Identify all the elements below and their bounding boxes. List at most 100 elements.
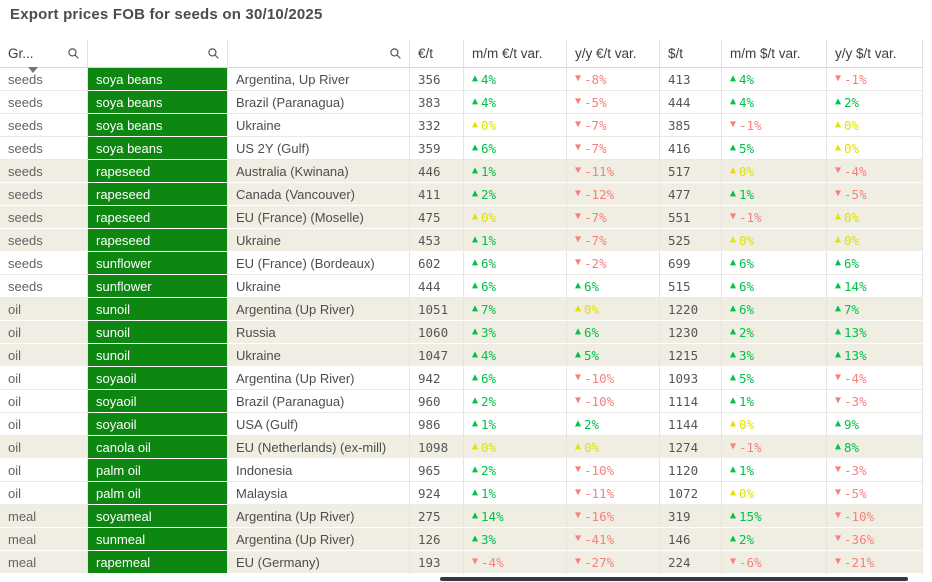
origin-cell[interactable]: Argentina (Up River) — [228, 505, 410, 528]
header-usd[interactable]: $/t — [660, 40, 722, 68]
header-group[interactable]: Gr... — [0, 40, 88, 68]
origin-cell[interactable]: USA (Gulf) — [228, 413, 410, 436]
group-cell[interactable]: seeds — [0, 160, 88, 183]
mm-eur-var-cell: ▲ 7% — [464, 298, 567, 321]
search-icon[interactable] — [207, 47, 220, 60]
product-cell[interactable]: soya beans — [88, 137, 228, 160]
search-icon[interactable] — [389, 47, 402, 60]
origin-cell[interactable]: Australia (Kwinana) — [228, 160, 410, 183]
product-cell[interactable]: sunflower — [88, 252, 228, 275]
group-cell[interactable]: oil — [0, 321, 88, 344]
mm-usd-var-cell: ▼ -6% — [722, 551, 827, 574]
header-mm-eur-var[interactable]: m/m €/t var. — [464, 40, 567, 68]
product-cell[interactable]: soya beans — [88, 91, 228, 114]
prices-table: Gr... €/t m/m €/t var. y/y €/t var. $/t … — [0, 40, 923, 574]
header-yy-usd-var[interactable]: y/y $/t var. — [827, 40, 923, 68]
origin-cell[interactable]: EU (France) (Moselle) — [228, 206, 410, 229]
horizontal-scrollbar[interactable] — [0, 576, 932, 582]
trend-icon: ▼ — [835, 556, 842, 567]
origin-cell[interactable]: EU (Germany) — [228, 551, 410, 574]
table-body: seeds soya beans Argentina, Up River 356… — [0, 68, 923, 574]
product-cell[interactable]: palm oil — [88, 482, 228, 505]
group-cell[interactable]: seeds — [0, 114, 88, 137]
search-icon[interactable] — [67, 47, 80, 60]
origin-cell[interactable]: Ukraine — [228, 344, 410, 367]
product-cell[interactable]: sunoil — [88, 344, 228, 367]
header-mm-usd-var[interactable]: m/m $/t var. — [722, 40, 827, 68]
yy-usd-var-cell: ▲ 7% — [827, 298, 923, 321]
origin-cell[interactable]: Ukraine — [228, 229, 410, 252]
yy-eur-var-cell: ▼ -10% — [567, 459, 660, 482]
group-cell[interactable]: oil — [0, 459, 88, 482]
product-cell[interactable]: rapeseed — [88, 206, 228, 229]
origin-cell[interactable]: Russia — [228, 321, 410, 344]
header-eur[interactable]: €/t — [410, 40, 464, 68]
horizontal-scrollbar-thumb[interactable] — [440, 577, 908, 581]
product-cell[interactable]: sunflower — [88, 275, 228, 298]
price-usd-cell: 525 — [660, 229, 722, 252]
price-usd-cell: 477 — [660, 183, 722, 206]
group-cell[interactable]: seeds — [0, 68, 88, 91]
product-cell[interactable]: palm oil — [88, 459, 228, 482]
trend-icon: ▼ — [730, 556, 737, 567]
origin-cell[interactable]: Argentina (Up River) — [228, 367, 410, 390]
trend-icon: ▲ — [730, 395, 737, 406]
group-cell[interactable]: meal — [0, 551, 88, 574]
mm-usd-var-cell: ▲ 6% — [722, 298, 827, 321]
origin-cell[interactable]: Indonesia — [228, 459, 410, 482]
product-cell[interactable]: soyameal — [88, 505, 228, 528]
mm-eur-var-cell: ▲ 6% — [464, 137, 567, 160]
group-cell[interactable]: oil — [0, 298, 88, 321]
product-cell[interactable]: soyaoil — [88, 367, 228, 390]
group-cell[interactable]: seeds — [0, 206, 88, 229]
product-cell[interactable]: rapeseed — [88, 229, 228, 252]
origin-cell[interactable]: Malaysia — [228, 482, 410, 505]
trend-icon: ▲ — [472, 510, 479, 521]
group-cell[interactable]: oil — [0, 367, 88, 390]
group-cell[interactable]: seeds — [0, 183, 88, 206]
origin-cell[interactable]: Brazil (Paranagua) — [228, 91, 410, 114]
origin-cell[interactable]: Argentina (Up River) — [228, 298, 410, 321]
origin-cell[interactable]: Argentina (Up River) — [228, 528, 410, 551]
group-cell[interactable]: seeds — [0, 252, 88, 275]
product-cell[interactable]: soyaoil — [88, 390, 228, 413]
origin-cell[interactable]: Argentina, Up River — [228, 68, 410, 91]
product-cell[interactable]: sunmeal — [88, 528, 228, 551]
product-cell[interactable]: sunoil — [88, 321, 228, 344]
group-cell[interactable]: seeds — [0, 137, 88, 160]
origin-cell[interactable]: Canada (Vancouver) — [228, 183, 410, 206]
header-yy-eur-var[interactable]: y/y €/t var. — [567, 40, 660, 68]
origin-cell[interactable]: Ukraine — [228, 114, 410, 137]
group-cell[interactable]: oil — [0, 482, 88, 505]
product-cell[interactable]: soyaoil — [88, 413, 228, 436]
group-cell[interactable]: seeds — [0, 229, 88, 252]
mm-eur-var-cell: ▲ 0% — [464, 206, 567, 229]
origin-cell[interactable]: Ukraine — [228, 275, 410, 298]
group-cell[interactable]: meal — [0, 528, 88, 551]
mm-eur-var-cell: ▲ 6% — [464, 275, 567, 298]
product-cell[interactable]: sunoil — [88, 298, 228, 321]
group-cell[interactable]: oil — [0, 413, 88, 436]
product-cell[interactable]: canola oil — [88, 436, 228, 459]
origin-cell[interactable]: EU (Netherlands) (ex-mill) — [228, 436, 410, 459]
product-cell[interactable]: soya beans — [88, 114, 228, 137]
product-cell[interactable]: rapemeal — [88, 551, 228, 574]
price-usd-cell: 1114 — [660, 390, 722, 413]
product-cell[interactable]: soya beans — [88, 68, 228, 91]
group-cell[interactable]: oil — [0, 344, 88, 367]
group-cell[interactable]: seeds — [0, 91, 88, 114]
origin-cell[interactable]: US 2Y (Gulf) — [228, 137, 410, 160]
origin-cell[interactable]: EU (France) (Bordeaux) — [228, 252, 410, 275]
group-cell[interactable]: seeds — [0, 275, 88, 298]
group-cell[interactable]: oil — [0, 390, 88, 413]
group-cell[interactable]: meal — [0, 505, 88, 528]
mm-eur-var-cell: ▲ 2% — [464, 459, 567, 482]
origin-cell[interactable]: Brazil (Paranagua) — [228, 390, 410, 413]
product-cell[interactable]: rapeseed — [88, 160, 228, 183]
group-cell[interactable]: oil — [0, 436, 88, 459]
product-cell[interactable]: rapeseed — [88, 183, 228, 206]
price-eur-cell: 275 — [410, 505, 464, 528]
header-product[interactable] — [88, 40, 228, 68]
header-origin[interactable] — [228, 40, 410, 68]
trend-icon: ▲ — [730, 303, 737, 314]
